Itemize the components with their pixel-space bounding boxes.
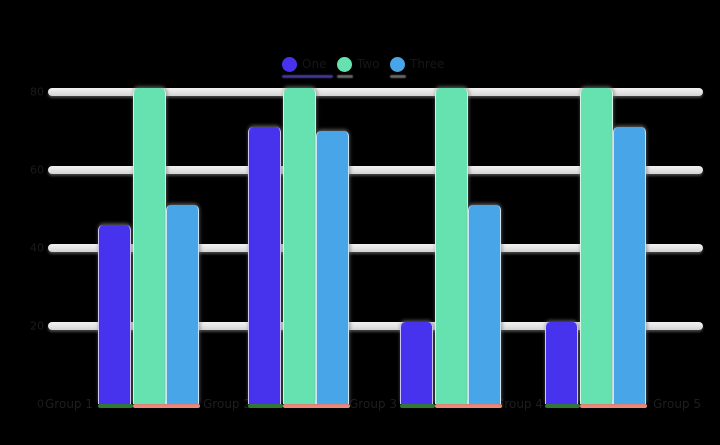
legend-swatch-icon — [337, 56, 352, 72]
legend-item-label: Two — [357, 57, 380, 71]
gridline — [48, 322, 703, 330]
baseline-strip-series-two-three — [435, 404, 502, 408]
x-axis-tick-label: Group 2 — [203, 397, 251, 411]
bar-one-group-1[interactable] — [98, 224, 131, 404]
legend-underline-shadow — [390, 75, 406, 78]
bar-two-group-1[interactable] — [133, 88, 166, 404]
legend-item-label: One — [302, 57, 327, 71]
baseline-strip-series-one — [400, 404, 435, 408]
x-axis-tick-label: Group 1 — [45, 397, 93, 411]
legend-item-three[interactable]: Three — [390, 56, 445, 78]
legend-underline-shadow — [282, 75, 333, 78]
baseline-strip-series-two-three — [283, 404, 350, 408]
legend-item-two[interactable]: Two — [337, 56, 380, 78]
bar-one-group-3[interactable] — [400, 322, 433, 404]
baseline-strip-series-two-three — [580, 404, 647, 408]
baseline-strip-series-one — [248, 404, 283, 408]
bar-three-group-1[interactable] — [166, 205, 199, 404]
bar-one-group-4[interactable] — [545, 322, 578, 404]
bar-three-group-2[interactable] — [316, 131, 349, 404]
legend-swatch-icon — [282, 56, 297, 72]
bar-two-group-3[interactable] — [435, 88, 468, 404]
baseline-strip-series-one — [545, 404, 580, 408]
bar-one-group-2[interactable] — [248, 127, 281, 404]
x-axis-tick-label: Group 5 — [653, 397, 701, 411]
y-axis-tick-label: 80 — [30, 85, 44, 99]
x-axis-tick-label: Group 4 — [495, 397, 543, 411]
gridline — [48, 166, 703, 174]
bar-three-group-3[interactable] — [468, 205, 501, 404]
gridline — [48, 88, 703, 96]
y-axis-tick-label: 40 — [30, 241, 44, 255]
legend-item-one[interactable]: One — [282, 56, 333, 78]
y-axis-tick-label: 0 — [37, 397, 44, 411]
baseline-strip-series-two-three — [133, 404, 200, 408]
bar-two-group-4[interactable] — [580, 88, 613, 404]
bar-two-group-2[interactable] — [283, 88, 316, 404]
baseline-strip-series-one — [98, 404, 133, 408]
y-axis-tick-label: 20 — [30, 319, 44, 333]
x-axis-tick-label: Group 3 — [349, 397, 397, 411]
legend-item-label: Three — [410, 57, 445, 71]
bar-three-group-4[interactable] — [613, 127, 646, 404]
gridline — [48, 244, 703, 252]
legend-underline-shadow — [337, 75, 353, 78]
y-axis-tick-label: 60 — [30, 163, 44, 177]
legend-swatch-icon — [390, 56, 405, 72]
